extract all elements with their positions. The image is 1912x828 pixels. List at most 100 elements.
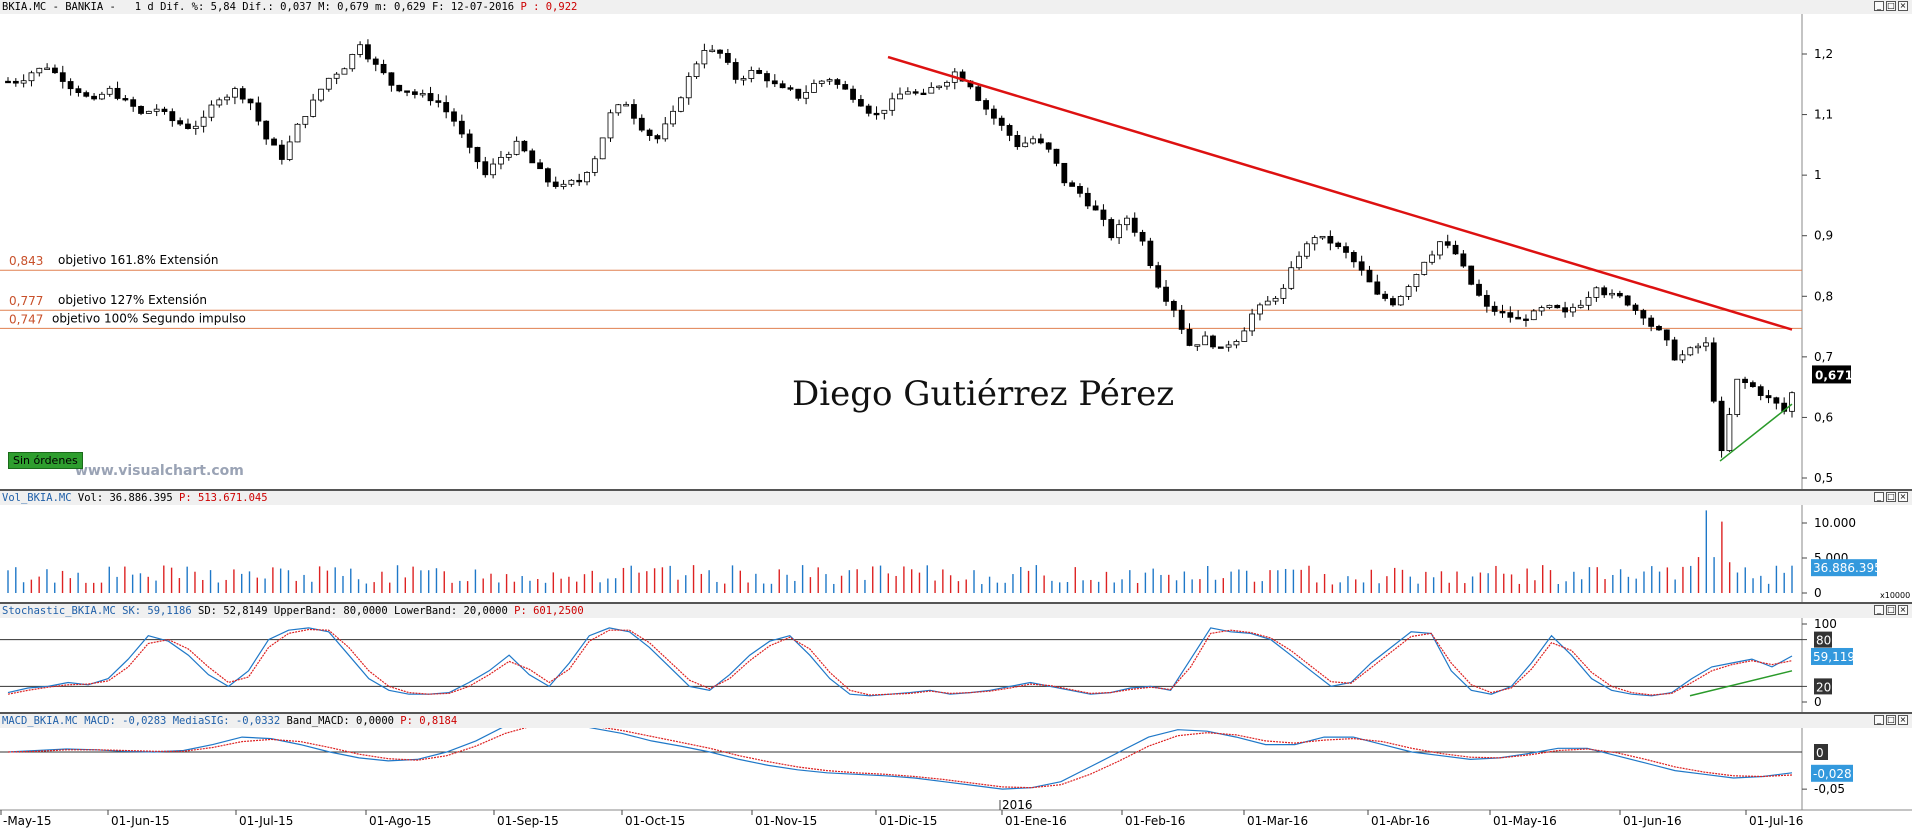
candle	[185, 123, 191, 129]
stochastic-sd: SD: 52,8149	[198, 605, 268, 617]
stochastic-band-tag-label: 80	[1816, 634, 1831, 648]
candle	[544, 168, 551, 183]
dif-label: Dif.: 0,037	[242, 1, 312, 13]
candle	[380, 63, 387, 74]
candle	[975, 86, 982, 101]
candle	[451, 111, 457, 122]
candle	[1155, 265, 1162, 288]
candle	[1147, 240, 1154, 267]
stochastic-name: Stochastic_BKIA.MC	[2, 605, 116, 617]
candle	[208, 104, 215, 118]
candle	[145, 110, 152, 114]
close-icon[interactable]: ×	[1898, 1, 1908, 11]
divider[interactable]	[0, 489, 1912, 491]
macd-tag-value: -0,028	[1813, 767, 1852, 781]
candle	[1311, 237, 1318, 245]
candle	[1280, 287, 1287, 299]
close-icon[interactable]: ×	[1898, 492, 1908, 502]
macd-p: P: 0,8184	[400, 715, 458, 727]
candle	[232, 88, 238, 98]
date-axis-label: 01-Abr-16	[1371, 814, 1430, 828]
price-axis-label: 0,6	[1814, 410, 1833, 424]
maximize-icon[interactable]: □	[1886, 492, 1896, 502]
candle	[1022, 142, 1029, 148]
minimize-icon[interactable]: _	[1874, 492, 1884, 502]
candle	[646, 129, 653, 136]
candle	[1507, 312, 1514, 318]
candle	[631, 104, 637, 119]
candle	[1710, 342, 1717, 402]
candle	[1593, 287, 1600, 298]
symbol-label: BKIA.MC - BANKIA -	[2, 1, 116, 13]
maximize-icon[interactable]: □	[1886, 715, 1896, 725]
candle	[685, 76, 692, 99]
candle	[1452, 244, 1459, 255]
candle	[286, 141, 293, 160]
candle	[599, 137, 606, 160]
candle	[498, 156, 504, 165]
close-icon[interactable]: ×	[1898, 605, 1908, 615]
candle	[1554, 304, 1561, 309]
candle	[1640, 310, 1647, 319]
maximize-icon[interactable]: □	[1886, 1, 1896, 11]
candle	[1397, 296, 1404, 306]
candle	[834, 79, 841, 85]
candle	[67, 81, 74, 90]
candle	[1468, 265, 1475, 285]
candle	[1781, 402, 1788, 412]
date-axis-label: 01-Ene-16	[1005, 814, 1067, 828]
candle	[443, 102, 450, 113]
candle	[1601, 287, 1608, 296]
macd-value: MACD: -0,0283	[84, 715, 167, 727]
minimize-icon[interactable]: _	[1874, 1, 1884, 11]
candle	[302, 116, 309, 125]
stochastic-p: P: 601,2500	[514, 605, 584, 617]
candle	[998, 117, 1005, 126]
price-axis-label: 0,5	[1814, 471, 1833, 485]
candle	[52, 67, 58, 74]
price-axis-label: 0,8	[1814, 289, 1833, 303]
candle	[466, 133, 473, 148]
candle	[153, 108, 160, 112]
date-axis-label: 01-Jul-15	[239, 814, 293, 828]
date-axis-label: 01-Nov-15	[755, 814, 817, 828]
candle	[803, 91, 810, 99]
minimize-icon[interactable]: _	[1874, 605, 1884, 615]
candle	[560, 183, 567, 187]
candle	[1241, 330, 1248, 342]
candle	[576, 179, 583, 183]
minimize-icon[interactable]: _	[1874, 715, 1884, 725]
candle	[1225, 344, 1232, 348]
candle	[959, 71, 966, 82]
volume-window-buttons: _ □ ×	[1874, 492, 1908, 502]
divider[interactable]	[0, 712, 1912, 714]
candle	[638, 117, 645, 131]
candle	[983, 100, 989, 110]
candle	[192, 125, 199, 129]
p-label: P : 0,922	[520, 1, 578, 13]
candle	[1483, 294, 1490, 307]
candle	[1272, 297, 1279, 302]
candle	[1765, 395, 1772, 399]
macd-window-buttons: _ □ ×	[1874, 715, 1908, 725]
volume-value: Vol: 36.886.395	[77, 492, 173, 504]
close-icon[interactable]: ×	[1898, 715, 1908, 725]
candle	[83, 92, 90, 97]
candle	[771, 80, 778, 85]
candle	[756, 70, 763, 74]
candle	[1609, 292, 1615, 296]
stochastic-tag	[1811, 647, 1853, 665]
candle	[615, 104, 622, 114]
candle	[1124, 217, 1130, 226]
volume-axis-label: 0	[1814, 586, 1822, 600]
candle	[1734, 378, 1741, 415]
candle	[717, 49, 723, 54]
divider[interactable]	[0, 602, 1912, 604]
price-axis-label: 0,9	[1814, 229, 1833, 243]
candle	[36, 67, 43, 74]
candle	[748, 70, 755, 79]
candle	[842, 84, 849, 90]
candle	[591, 158, 598, 173]
volume-panel: Vol_BKIA.MC Vol: 36.886.395 P: 513.671.0…	[0, 491, 1912, 602]
maximize-icon[interactable]: □	[1886, 605, 1896, 615]
